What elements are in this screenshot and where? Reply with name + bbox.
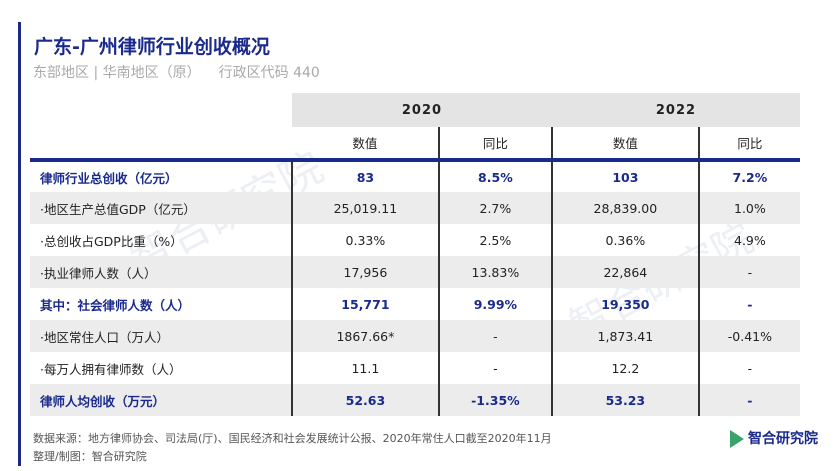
subheader: 同比 bbox=[437, 127, 552, 162]
cell: -1.35% bbox=[437, 384, 552, 416]
row-label: 其中：社会律师人数（人） bbox=[40, 297, 191, 313]
logo: 智合研究院 bbox=[730, 428, 818, 448]
cell: -0.41% bbox=[697, 320, 800, 352]
table-row: ·执业律师人数（人） 17,956 13.83% 22,864- bbox=[30, 256, 800, 288]
cell: 15,771 bbox=[291, 288, 439, 320]
cell: - bbox=[697, 384, 800, 416]
cell: 8.5% bbox=[437, 160, 552, 192]
accent-bar bbox=[18, 22, 21, 466]
row-label: 律师行业总创收（亿元） bbox=[40, 170, 178, 186]
cell: 25,019.11 bbox=[291, 192, 439, 224]
cell: 1.0% bbox=[697, 192, 800, 224]
table-row: ·每万人拥有律师数（人） 11.1-12.2- bbox=[30, 352, 800, 384]
cell: 0.36% bbox=[550, 224, 699, 256]
year-2020: 2020 bbox=[292, 93, 552, 127]
cell: 0.33% bbox=[291, 224, 439, 256]
cell: 53.23 bbox=[550, 384, 699, 416]
cell: 22,864 bbox=[550, 256, 699, 288]
subheader: 数值 bbox=[550, 127, 699, 162]
subheader-row: 数值 同比 数值 同比 bbox=[30, 127, 800, 162]
cell: 4.9% bbox=[697, 224, 800, 256]
cell: 83 bbox=[291, 160, 439, 192]
cell: 7.2% bbox=[697, 160, 800, 192]
logo-icon bbox=[730, 430, 744, 448]
cell: 12.2 bbox=[550, 352, 699, 384]
subheader: 同比 bbox=[697, 127, 800, 162]
cell: 11.1 bbox=[291, 352, 439, 384]
cell: 13.83% bbox=[437, 256, 552, 288]
cell: 52.63 bbox=[291, 384, 439, 416]
cell: 17,956 bbox=[291, 256, 439, 288]
row-label: ·地区生产总值GDP（亿元） bbox=[30, 192, 292, 224]
cell: 2.5% bbox=[437, 224, 552, 256]
cell: - bbox=[697, 256, 800, 288]
data-table: 2020 2022 数值 同比 数值 同比 律师行业总创收（亿元） 83 8.5% 1… bbox=[30, 93, 800, 416]
table-row: 律师行业总创收（亿元） 83 8.5% 103 7.2% bbox=[30, 160, 800, 192]
cell: 1,873.41 bbox=[550, 320, 699, 352]
table-row: ·地区生产总值GDP（亿元） 25,019.11 2.7% 28,839.00 1.0% bbox=[30, 192, 800, 224]
region-label: 东部地区 | 华南地区（原） bbox=[33, 65, 201, 81]
row-label: 律师人均创收（万元） bbox=[30, 384, 292, 416]
table-row: 其中：社会律师人数（人） 15,771 9.99% 19,350- bbox=[30, 288, 800, 320]
row-label: ·每万人拥有律师数（人） bbox=[40, 361, 182, 377]
table-row: ·地区常住人口（万人） 1867.66* -1,873.41 -0.41% bbox=[30, 320, 800, 352]
cell: 103 bbox=[550, 160, 699, 192]
cell: - bbox=[437, 320, 552, 352]
region-code: 行政区代码 440 bbox=[218, 65, 320, 81]
year-2022: 2022 bbox=[551, 93, 800, 127]
cell: 1867.66* bbox=[291, 320, 439, 352]
row-label: ·执业律师人数（人） bbox=[30, 256, 292, 288]
cell: 28,839.00 bbox=[550, 192, 699, 224]
cell: 2.7% bbox=[437, 192, 552, 224]
subheader: 数值 bbox=[292, 127, 439, 162]
cell: 9.99% bbox=[437, 288, 552, 320]
credit: 整理/制图：智合研究院 bbox=[33, 450, 147, 463]
cell: - bbox=[697, 288, 800, 320]
data-source: 数据来源：地方律师协会、司法局(厅)、国民经济和社会发展统计公报、2020年常住… bbox=[33, 432, 552, 445]
table-row: ·总创收占GDP比重（%） 0.33% 2.5% 0.36% 4.9% bbox=[30, 224, 800, 256]
page-title: 广东-广州律师行业创收概况 bbox=[34, 36, 270, 58]
cell: - bbox=[437, 352, 552, 384]
row-label: ·总创收占GDP比重（%） bbox=[40, 233, 183, 249]
cell: - bbox=[697, 352, 800, 384]
year-header-row: 2020 2022 bbox=[30, 93, 800, 127]
table-row: 律师人均创收（万元） 52.63 -1.35% 53.23- bbox=[30, 384, 800, 416]
page-subtitle: 东部地区 | 华南地区（原） 行政区代码 440 bbox=[33, 62, 338, 82]
cell: 19,350 bbox=[550, 288, 699, 320]
row-label: ·地区常住人口（万人） bbox=[30, 320, 292, 352]
